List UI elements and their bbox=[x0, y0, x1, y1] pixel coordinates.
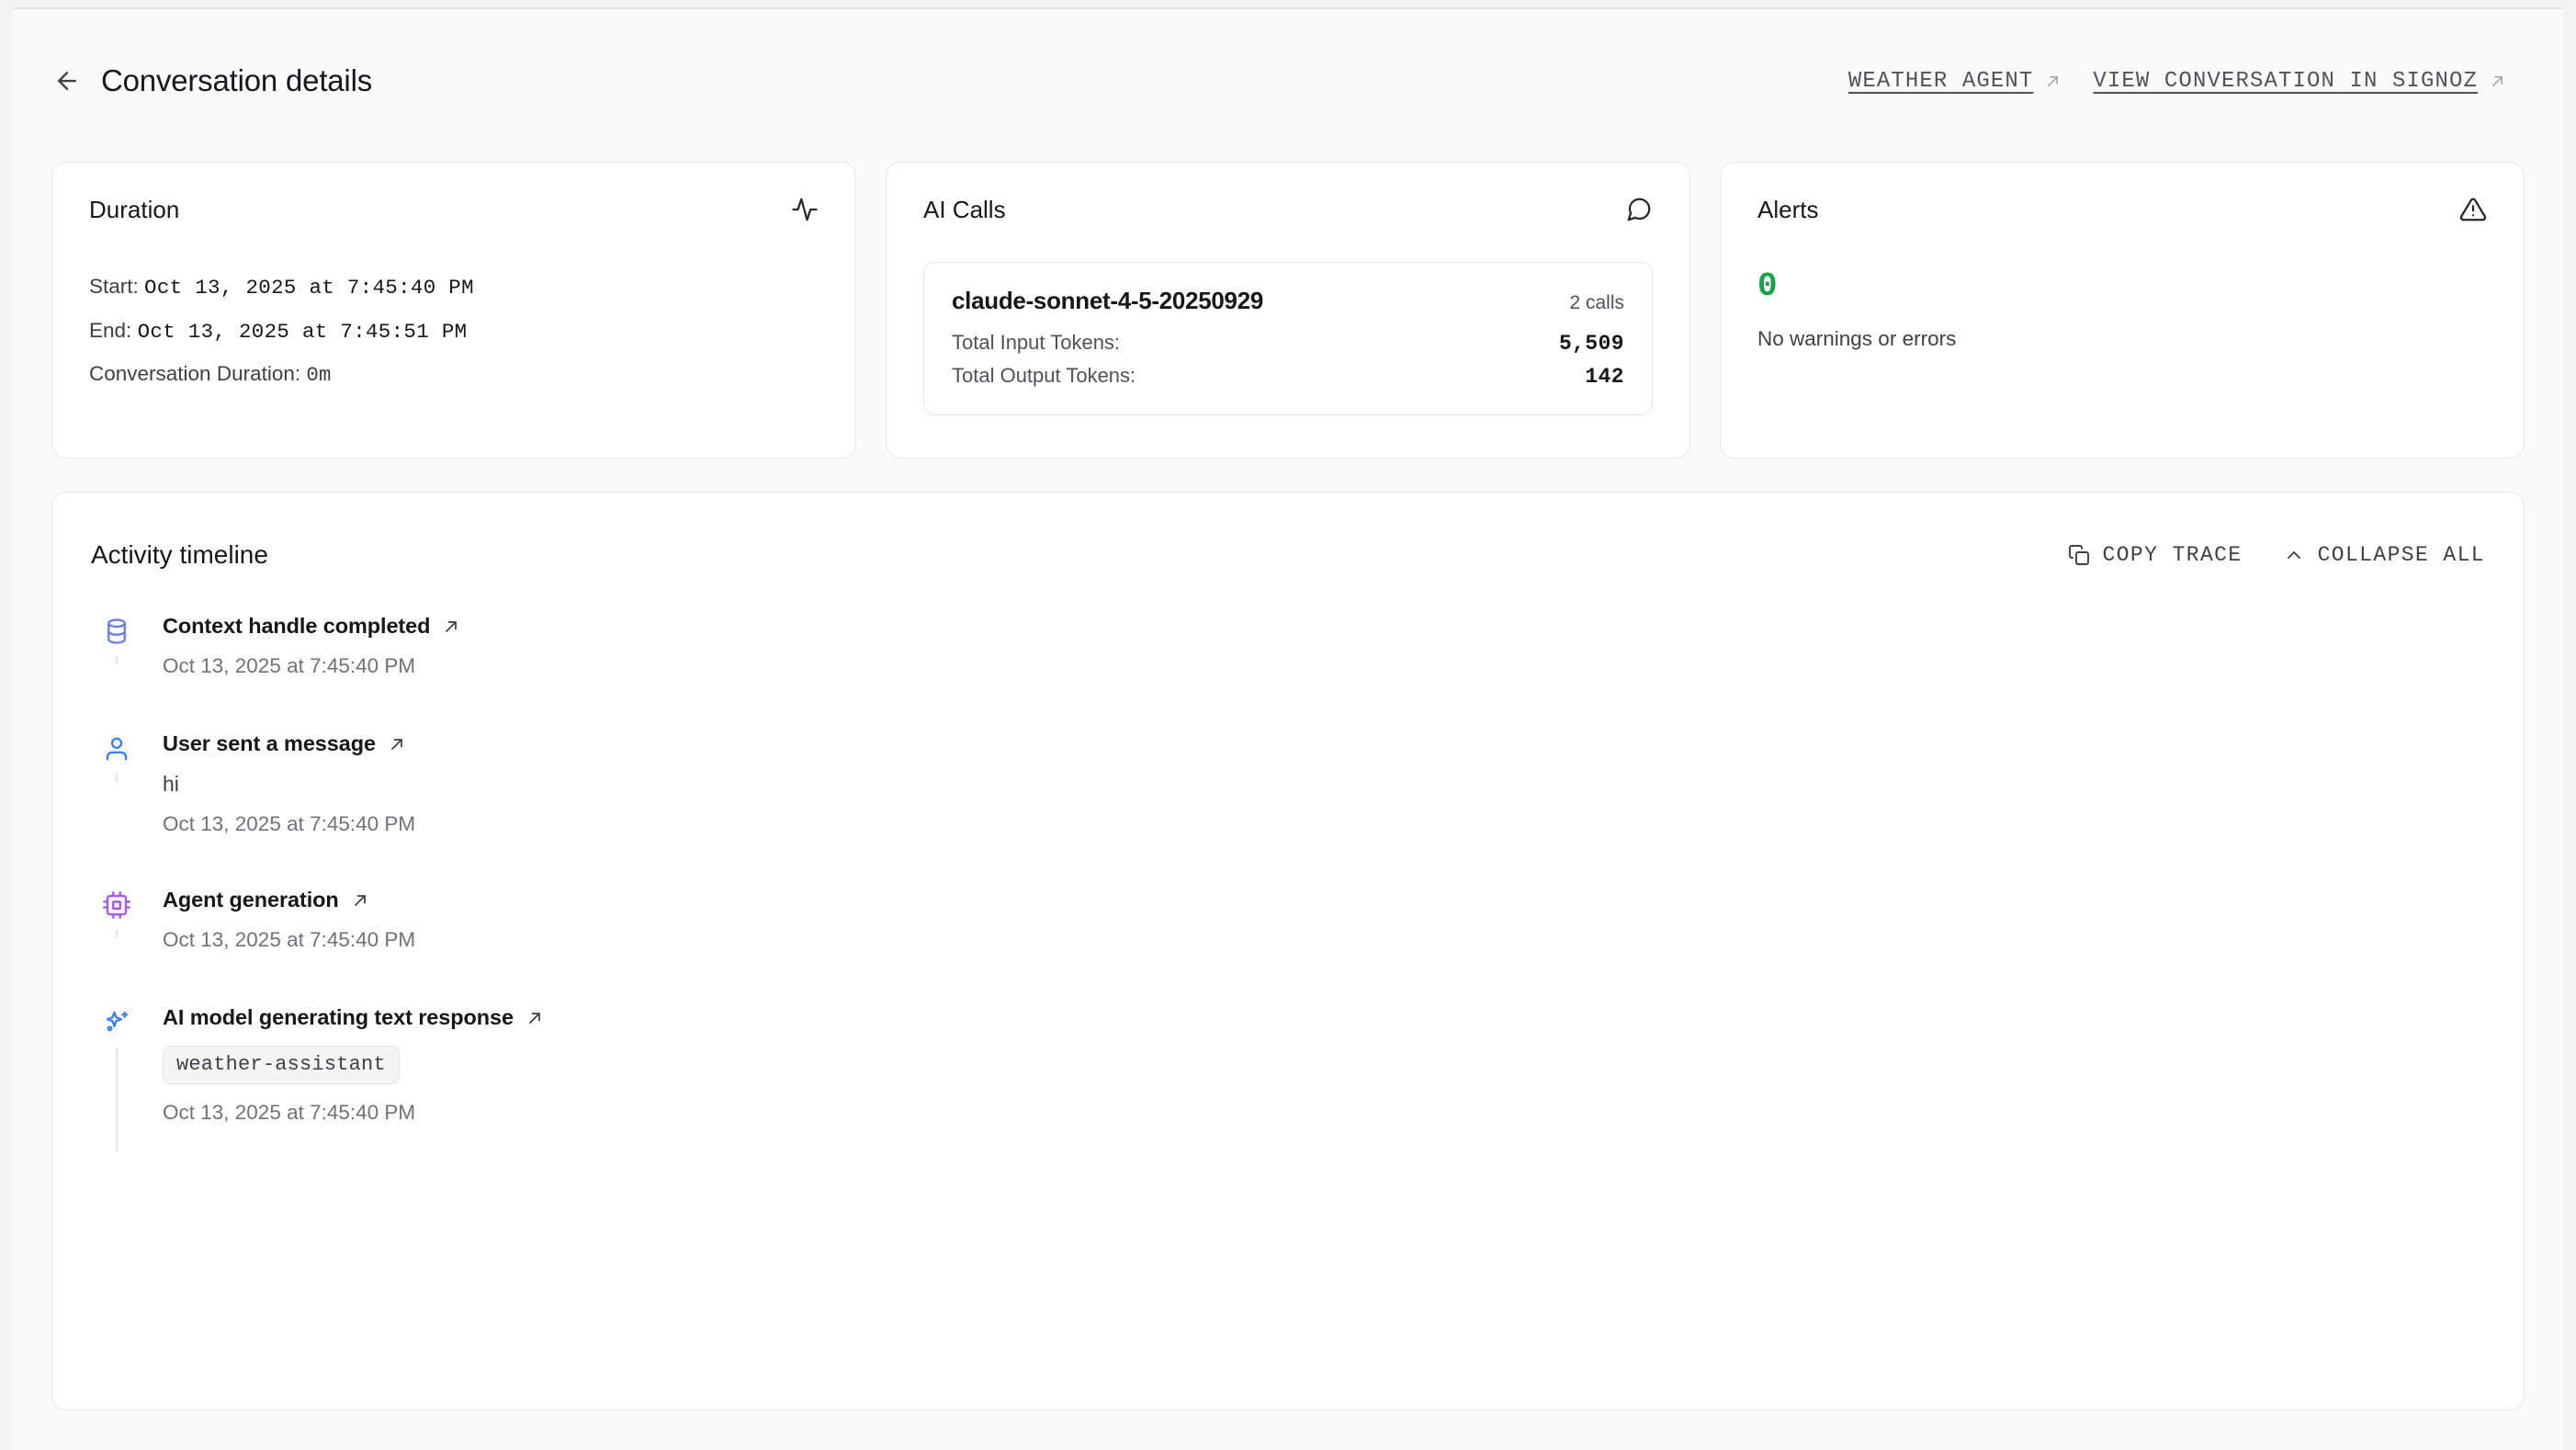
model-call-count: 2 calls bbox=[1569, 292, 1624, 313]
timeline-item-title: Context handle completed bbox=[163, 614, 431, 638]
timeline-item[interactable]: AI model generating text response weathe… bbox=[91, 1005, 2485, 1167]
duration-start-label: Start: bbox=[89, 275, 139, 298]
timeline-item-content: Context handle completed Oct 13, 2025 at… bbox=[142, 614, 2485, 731]
ai-calls-card-title: AI Calls bbox=[923, 196, 1006, 223]
database-icon bbox=[103, 617, 130, 650]
message-square-icon bbox=[1625, 196, 1653, 228]
timeline-connector bbox=[115, 656, 119, 664]
activity-timeline-list: Context handle completed Oct 13, 2025 at… bbox=[52, 570, 2524, 1167]
timeline-gutter bbox=[91, 888, 142, 938]
input-tokens-label: Total Input Tokens: bbox=[952, 331, 1121, 354]
input-tokens-value: 5,509 bbox=[1558, 332, 1624, 356]
timeline-gutter bbox=[91, 731, 142, 782]
view-in-signoz-link-label: VIEW CONVERSATION IN SIGNOZ bbox=[2093, 68, 2478, 94]
timeline-item-title: Agent generation bbox=[163, 888, 339, 912]
conversation-duration-value: 0m bbox=[306, 362, 332, 387]
output-tokens-row: Total Output Tokens: 142 bbox=[952, 364, 1624, 389]
weather-agent-link[interactable]: WEATHER AGENT bbox=[1848, 69, 2062, 94]
timeline-item-message: hi bbox=[163, 772, 179, 796]
external-link-icon bbox=[2044, 73, 2062, 90]
timeline-item-title-row: Context handle completed bbox=[163, 614, 2485, 639]
alerts-card-title: Alerts bbox=[1757, 196, 1819, 223]
timeline-item-content: User sent a message hi Oct 13, 2025 at 7… bbox=[142, 731, 2485, 888]
duration-start-row: Start: Oct 13, 2025 at 7:45:40 PM bbox=[89, 273, 819, 301]
copy-trace-label: COPY TRACE bbox=[2102, 543, 2243, 567]
timeline-item[interactable]: User sent a message hi Oct 13, 2025 at 7… bbox=[91, 731, 2485, 888]
page-title: Conversation details bbox=[101, 63, 372, 97]
ai-calls-card-body: claude-sonnet-4-5-20250929 2 calls Total… bbox=[887, 228, 1689, 458]
timeline-connector bbox=[115, 1048, 119, 1151]
chevron-up-icon bbox=[2283, 544, 2305, 566]
timeline-item-title-row: Agent generation bbox=[163, 888, 2485, 912]
activity-timeline-title: Activity timeline bbox=[91, 540, 268, 569]
external-link-icon[interactable] bbox=[351, 891, 369, 910]
cpu-chip-icon bbox=[103, 891, 130, 923]
timeline-connector bbox=[115, 774, 119, 782]
model-name: claude-sonnet-4-5-20250929 bbox=[952, 287, 1264, 314]
output-tokens-label: Total Output Tokens: bbox=[952, 364, 1136, 387]
timeline-item-content: AI model generating text response weathe… bbox=[142, 1005, 2485, 1167]
view-in-signoz-link[interactable]: VIEW CONVERSATION IN SIGNOZ bbox=[2093, 69, 2506, 94]
alerts-status-text: No warnings or errors bbox=[1757, 327, 1957, 350]
timeline-item-time: Oct 13, 2025 at 7:45:40 PM bbox=[163, 928, 416, 951]
duration-card-title: Duration bbox=[89, 196, 180, 223]
weather-agent-link-label: WEATHER AGENT bbox=[1847, 68, 2034, 94]
alerts-card-header: Alerts bbox=[1721, 163, 2524, 228]
header-actions: WEATHER AGENT VIEW CONVERSATION IN SIGNO… bbox=[1848, 69, 2525, 94]
model-usage-box: claude-sonnet-4-5-20250929 2 calls Total… bbox=[923, 262, 1653, 415]
input-tokens-row: Total Input Tokens: 5,509 bbox=[952, 331, 1624, 356]
sparkles-icon bbox=[103, 1009, 130, 1041]
duration-end-value: Oct 13, 2025 at 7:45:51 PM bbox=[137, 320, 468, 345]
timeline-item-title-row: AI model generating text response bbox=[163, 1005, 2485, 1030]
ai-calls-card: AI Calls claude-sonnet-4-5-20250929 2 ca… bbox=[886, 162, 1690, 459]
timeline-item-title: AI model generating text response bbox=[163, 1005, 514, 1029]
app-viewport: Conversation details WEATHER AGENT VIEW … bbox=[13, 7, 2563, 1450]
alert-triangle-icon bbox=[2459, 196, 2487, 228]
duration-card-body: Start: Oct 13, 2025 at 7:45:40 PM End: O… bbox=[52, 228, 855, 438]
user-icon bbox=[103, 735, 130, 767]
model-header-row: claude-sonnet-4-5-20250929 2 calls bbox=[952, 287, 1624, 315]
timeline-item-time: Oct 13, 2025 at 7:45:40 PM bbox=[163, 654, 416, 677]
ai-calls-card-header: AI Calls bbox=[887, 163, 1689, 228]
collapse-all-label: COLLAPSE ALL bbox=[2317, 543, 2485, 567]
summary-cards-row: Duration Start: Oct 13, 2025 at 7:45:40 … bbox=[13, 108, 2563, 459]
page-header: Conversation details WEATHER AGENT VIEW … bbox=[13, 9, 2563, 108]
timeline-item-title: User sent a message bbox=[163, 731, 376, 755]
timeline-item[interactable]: Context handle completed Oct 13, 2025 at… bbox=[91, 614, 2485, 731]
activity-pulse-icon bbox=[791, 196, 819, 228]
timeline-item[interactable]: Agent generation Oct 13, 2025 at 7:45:40… bbox=[91, 888, 2485, 1005]
copy-icon bbox=[2068, 544, 2090, 566]
activity-timeline-actions: COPY TRACE COLLAPSE ALL bbox=[2068, 543, 2485, 567]
collapse-all-button[interactable]: COLLAPSE ALL bbox=[2283, 543, 2485, 567]
alerts-card-body: 0 No warnings or errors bbox=[1721, 228, 2524, 402]
timeline-gutter bbox=[91, 614, 142, 664]
timeline-item-title-row: User sent a message bbox=[163, 731, 2485, 756]
timeline-gutter bbox=[91, 1005, 142, 1151]
duration-card: Duration Start: Oct 13, 2025 at 7:45:40 … bbox=[51, 162, 856, 459]
timeline-item-badge: weather-assistant bbox=[163, 1046, 400, 1084]
external-link-icon[interactable] bbox=[388, 735, 406, 753]
header-left-group: Conversation details bbox=[51, 63, 372, 98]
duration-card-header: Duration bbox=[52, 163, 855, 228]
conversation-duration-row: Conversation Duration: 0m bbox=[89, 362, 819, 387]
activity-timeline-card: Activity timeline COPY TRACE bbox=[51, 492, 2525, 1410]
external-link-icon bbox=[2489, 73, 2506, 90]
conversation-duration-label: Conversation Duration: bbox=[89, 361, 301, 385]
activity-timeline-header: Activity timeline COPY TRACE bbox=[52, 493, 2524, 570]
timeline-item-content: Agent generation Oct 13, 2025 at 7:45:40… bbox=[142, 888, 2485, 1005]
duration-end-row: End: Oct 13, 2025 at 7:45:51 PM bbox=[89, 317, 819, 346]
alerts-card: Alerts 0 No warnings or errors bbox=[1720, 162, 2525, 459]
output-tokens-value: 142 bbox=[1585, 365, 1624, 389]
alerts-count: 0 bbox=[1757, 267, 1778, 305]
timeline-item-time: Oct 13, 2025 at 7:45:40 PM bbox=[163, 1101, 416, 1124]
duration-start-value: Oct 13, 2025 at 7:45:40 PM bbox=[144, 276, 474, 300]
copy-trace-button[interactable]: COPY TRACE bbox=[2068, 543, 2243, 567]
external-link-icon[interactable] bbox=[442, 617, 460, 636]
timeline-item-time: Oct 13, 2025 at 7:45:40 PM bbox=[163, 812, 416, 835]
timeline-connector bbox=[115, 930, 119, 938]
duration-end-label: End: bbox=[89, 319, 132, 343]
external-link-icon[interactable] bbox=[525, 1009, 544, 1027]
arrow-left-icon[interactable] bbox=[51, 65, 83, 96]
